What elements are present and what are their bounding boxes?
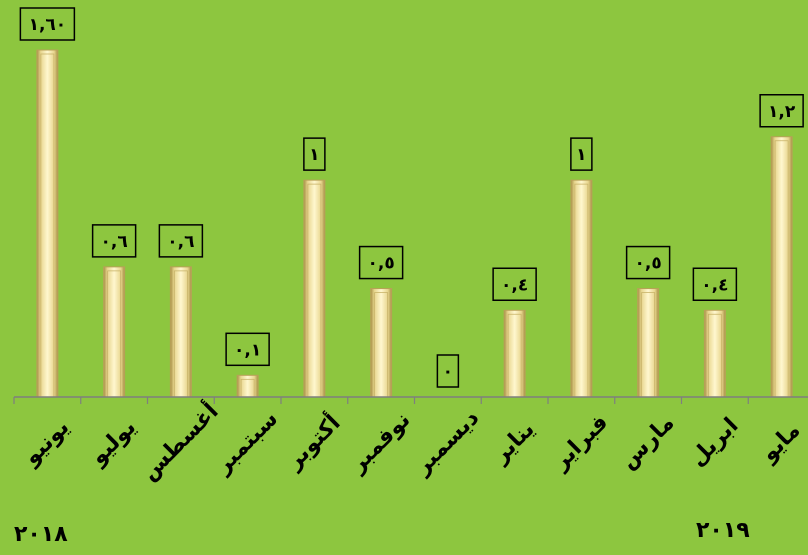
data-label-text: ٠,٤ xyxy=(701,275,728,295)
bar-6 xyxy=(370,288,393,398)
data-label-box xyxy=(492,267,537,301)
data-label-11: ٠,٤ xyxy=(692,267,738,301)
year-label-2019: ٢٠١٩ xyxy=(696,518,750,543)
data-label-text: ١ xyxy=(576,145,586,165)
bar-5 xyxy=(303,179,326,398)
data-label-box xyxy=(625,245,671,280)
data-label-box xyxy=(158,224,204,258)
data-label-9: ١ xyxy=(570,137,593,171)
data-label-box xyxy=(570,137,593,171)
data-label-3: ٠,٦ xyxy=(158,224,204,258)
x-tick-label-6: نوفمبر xyxy=(345,407,416,478)
bar-11 xyxy=(703,309,726,398)
x-tick-label-12: مايو xyxy=(756,418,805,467)
x-tick-label-10: مارس xyxy=(616,411,680,475)
data-label-text: ٠,١ xyxy=(234,340,261,360)
x-axis xyxy=(13,396,808,404)
data-label-6: ٠,٥ xyxy=(358,245,404,280)
data-label-text: ٠ xyxy=(443,362,453,382)
data-label-box xyxy=(436,354,460,388)
bar-2 xyxy=(103,266,126,398)
bar-3 xyxy=(169,266,192,398)
bars-layer: ١,٦٠ ٠,٦ ٠,٦ ٠,١ ١ ٠,٥ ٠ ٠,٤ ١ ٠,٥ ٠,٤ ١,٢ xyxy=(19,7,804,398)
data-label-box xyxy=(91,224,137,258)
data-label-box xyxy=(303,137,326,171)
data-label-text: ٠,٥ xyxy=(635,254,662,274)
data-label-box xyxy=(19,7,76,41)
data-label-box xyxy=(358,245,404,280)
x-tick-label-5: أكتوبر xyxy=(278,408,345,475)
data-label-text: ٠,٥ xyxy=(368,254,395,274)
bar-8 xyxy=(503,309,526,398)
data-label-8: ٠,٤ xyxy=(492,267,537,301)
x-tick-label-11: ابريل xyxy=(685,413,743,471)
data-label-text: ٠,٤ xyxy=(501,275,528,295)
data-label-box xyxy=(759,94,804,128)
data-label-text: ١,٢ xyxy=(768,102,796,122)
data-label-box xyxy=(692,267,738,301)
data-label-2: ٠,٦ xyxy=(91,224,137,258)
data-label-10: ٠,٥ xyxy=(625,245,671,280)
bar-12 xyxy=(770,136,793,398)
data-label-text: ٠,٦ xyxy=(167,232,194,252)
x-tick-label-8: يناير xyxy=(488,417,540,469)
data-label-4: ٠,١ xyxy=(225,332,270,367)
bar-9 xyxy=(570,179,593,398)
data-label-7: ٠ xyxy=(436,354,460,388)
bar-1 xyxy=(36,49,59,398)
bar-4 xyxy=(236,374,259,398)
x-tick-label-9: فبراير xyxy=(548,410,613,475)
bar-10 xyxy=(637,288,660,398)
data-label-5: ١ xyxy=(303,137,326,171)
data-label-text: ١ xyxy=(309,145,319,165)
x-tick-label-3: أغسطس xyxy=(134,396,223,485)
year-label-2018: ٢٠١٨ xyxy=(14,522,68,547)
data-label-text: ١,٦٠ xyxy=(29,15,67,35)
data-label-12: ١,٢ xyxy=(759,94,804,128)
x-tick-label-2: يوليو xyxy=(85,415,141,471)
data-label-1: ١,٦٠ xyxy=(19,7,76,41)
x-tick-label-1: يونيو xyxy=(18,415,74,471)
x-tick-label-7: ديسمبر xyxy=(410,406,485,481)
data-label-box xyxy=(225,332,270,367)
data-label-text: ٠,٦ xyxy=(101,232,128,252)
